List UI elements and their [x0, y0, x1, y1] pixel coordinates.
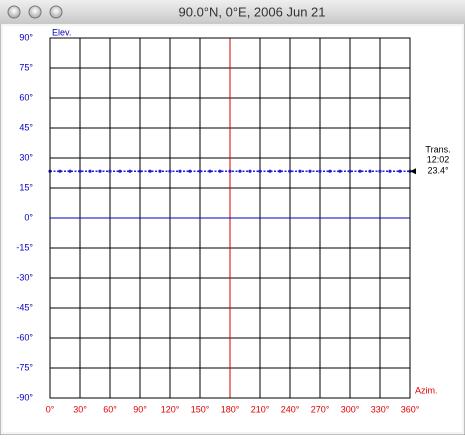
elevation-point [78, 169, 82, 173]
elevation-point [278, 169, 282, 173]
transit-label: Trans. [425, 145, 450, 155]
x-tick-label: 360° [401, 404, 420, 414]
transit-marker [410, 168, 416, 175]
y-tick-label: 0° [24, 212, 33, 222]
elevation-point [128, 169, 132, 173]
elevation-point [258, 169, 262, 173]
elevation-point [268, 169, 272, 173]
elevation-point [208, 169, 212, 173]
x-tick-label: 270° [311, 404, 330, 414]
elevation-point [118, 169, 122, 173]
elevation-point [198, 169, 202, 173]
elevation-point [168, 169, 172, 173]
elevation-point [298, 169, 302, 173]
elevation-point [358, 169, 362, 173]
y-tick-label: -45° [16, 302, 33, 312]
x-tick-label: 60° [103, 404, 117, 414]
y-tick-label: 45° [19, 122, 33, 132]
y-tick-label: -30° [16, 272, 33, 282]
y-tick-label: -75° [16, 362, 33, 372]
y-tick-label: -15° [16, 242, 33, 252]
elevation-point [148, 169, 152, 173]
elevation-point [378, 169, 382, 173]
chart-area [3, 26, 462, 432]
window-title: 90.0°N, 0°E, 2006 Jun 21 [179, 4, 326, 19]
close-button[interactable] [7, 5, 21, 19]
y-tick-label: 30° [19, 152, 33, 162]
y-axis-label: Elev. [52, 27, 71, 37]
y-tick-label: 60° [19, 92, 33, 102]
elevation-point [288, 169, 292, 173]
minimize-button[interactable] [28, 5, 42, 19]
elevation-point [228, 169, 232, 173]
x-tick-label: 150° [191, 404, 210, 414]
x-axis-label: Azim. [415, 385, 438, 395]
x-tick-label: 210° [251, 404, 270, 414]
plot-frame [49, 37, 411, 399]
x-tick-label: 240° [281, 404, 300, 414]
elevation-point [218, 169, 222, 173]
elevation-point [98, 169, 102, 173]
y-tick-label: 15° [19, 182, 33, 192]
elevation-point [108, 169, 112, 173]
y-tick-label: -60° [16, 332, 33, 342]
elevation-point [178, 169, 182, 173]
elevation-point [158, 169, 162, 173]
transit-time: 12:02 [427, 155, 450, 165]
elevation-point [68, 169, 72, 173]
elevation-point [238, 169, 242, 173]
x-tick-label: 30° [73, 404, 87, 414]
y-tick-label: 75° [19, 62, 33, 72]
elevation-point [58, 169, 62, 173]
x-tick-label: 330° [371, 404, 390, 414]
x-tick-label: 120° [161, 404, 180, 414]
elevation-point [248, 169, 252, 173]
elevation-point [398, 169, 402, 173]
elevation-point [188, 169, 192, 173]
elevation-point [368, 169, 372, 173]
elevation-point [138, 169, 142, 173]
elevation-point [338, 169, 342, 173]
x-tick-label: 300° [341, 404, 360, 414]
elevation-point [318, 169, 322, 173]
zoom-button[interactable] [49, 5, 63, 19]
elevation-point [388, 169, 392, 173]
transit-elevation: 23.4° [427, 166, 449, 176]
y-tick-label: 90° [19, 32, 33, 42]
x-tick-label: 180° [221, 404, 240, 414]
elevation-point [328, 169, 332, 173]
y-tick-label: -90° [16, 392, 33, 402]
elevation-point [348, 169, 352, 173]
title-bar [0, 0, 465, 24]
x-tick-label: 0° [46, 404, 55, 414]
elevation-point [308, 169, 312, 173]
elevation-point [88, 169, 92, 173]
x-tick-label: 90° [133, 404, 147, 414]
